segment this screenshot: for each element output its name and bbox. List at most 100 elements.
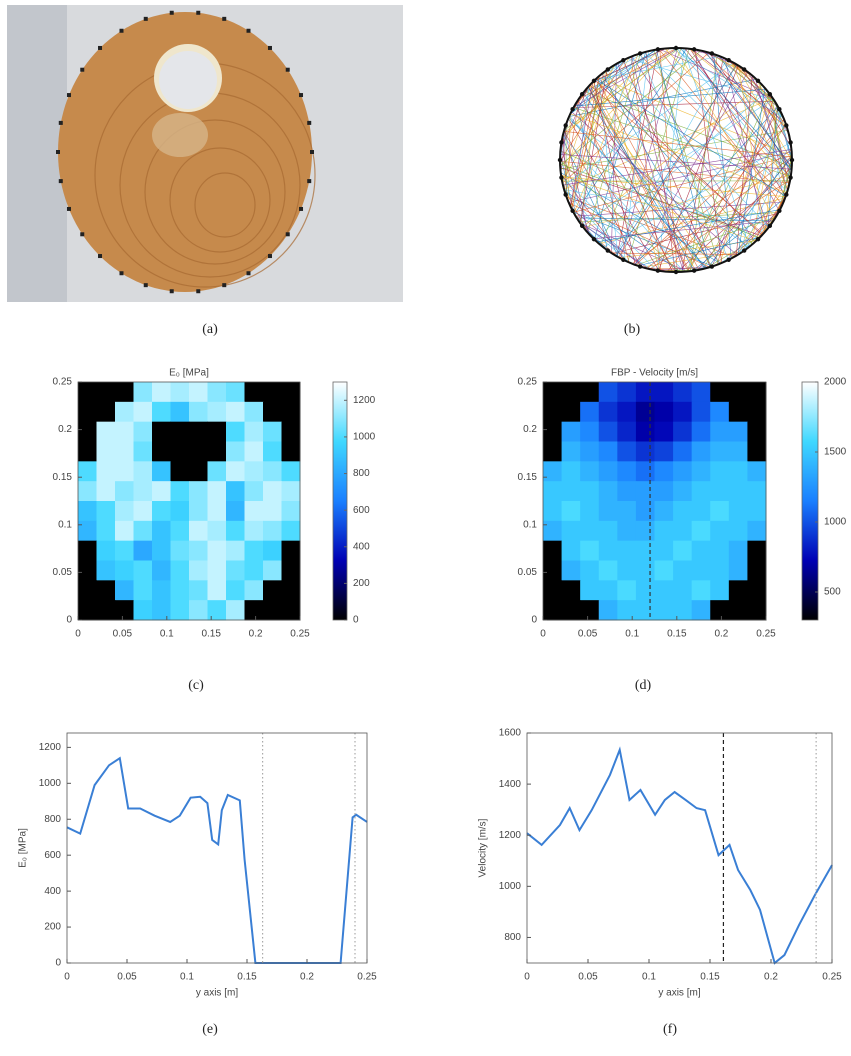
heatmap-cell (543, 521, 562, 541)
heatmap-cell (747, 501, 766, 521)
heatmap-cell (115, 461, 134, 481)
sensor (580, 224, 584, 228)
heatmap-cell (189, 521, 208, 541)
heatmap-cell (189, 461, 208, 481)
heatmap-cell (78, 481, 97, 501)
heatmap-cell (134, 541, 153, 561)
plot-area (67, 733, 367, 963)
heatmap-cell (673, 382, 692, 402)
heatmap-cell (263, 580, 282, 600)
heatmap-cell (263, 461, 282, 481)
heatmap-cell (655, 422, 674, 442)
x-tick-label: 0.25 (290, 629, 310, 640)
heatmap-cell (208, 481, 227, 501)
heatmap-cell (729, 561, 748, 581)
heatmap-cell (97, 461, 116, 481)
ray (676, 48, 775, 219)
heatmap-cell (692, 442, 711, 462)
heatmap-cell (580, 461, 599, 481)
heatmap-cell (226, 402, 245, 422)
heatmap-cell (208, 461, 227, 481)
ray (586, 90, 713, 267)
sensor (80, 68, 84, 72)
colorbar-tick-label: 1500 (824, 447, 847, 458)
heatmap-cell (599, 561, 618, 581)
heatmap-cell (282, 561, 301, 581)
heatmap-cell (710, 501, 729, 521)
x-axis-label: y axis [m] (196, 988, 238, 999)
heatmap-cell (263, 600, 282, 620)
colorbar-tick-label: 1000 (353, 432, 376, 443)
heatmap-cell (245, 422, 264, 442)
colorbar-tick-label: 2000 (824, 377, 847, 388)
heatmap-cell (655, 541, 674, 561)
y-tick-label: 0 (66, 615, 72, 626)
sensor (286, 232, 290, 236)
colorbar-tick-label: 400 (353, 541, 370, 552)
heatmap-cell (226, 382, 245, 402)
x-tick-label: 0.2 (764, 972, 778, 983)
y-tick-label: 0 (55, 958, 61, 969)
ray (560, 86, 588, 149)
x-tick-label: 0.1 (180, 972, 194, 983)
heatmap-cell (189, 501, 208, 521)
heatmap-cell (134, 481, 153, 501)
heatmap-cell (543, 461, 562, 481)
heatmap-cell (580, 541, 599, 561)
heatmap-cell (673, 481, 692, 501)
sensor (144, 283, 148, 287)
heatmap-cell (226, 541, 245, 561)
heatmap-cell (636, 382, 655, 402)
heatmap-cell (134, 442, 153, 462)
heatmap-cell (78, 580, 97, 600)
heatmap-cell (562, 600, 581, 620)
heatmap-cell (282, 521, 301, 541)
heatmap-cell (747, 561, 766, 581)
heatmap-cell (208, 580, 227, 600)
x-tick-label: 0.1 (160, 629, 174, 640)
heatmap-cell (747, 481, 766, 501)
x-tick-label: 0.2 (249, 629, 263, 640)
heatmap-cell (78, 422, 97, 442)
panel-label: (d) (635, 678, 652, 693)
heatmap-cell (263, 521, 282, 541)
x-tick-label: 0.25 (756, 629, 776, 640)
heatmap-cell (97, 600, 116, 620)
heatmap-cell (692, 422, 711, 442)
heatmap-cell (692, 501, 711, 521)
heatmap-cell (562, 501, 581, 521)
heatmap-cell (636, 600, 655, 620)
heatmap-cell (562, 382, 581, 402)
heatmap-cell (78, 501, 97, 521)
heatmap-cell (97, 501, 116, 521)
heatmap-cell (189, 561, 208, 581)
heatmap-cell (208, 600, 227, 620)
heatmap-cell (134, 521, 153, 541)
heatmap-cell (152, 382, 171, 402)
heatmap-cell (562, 422, 581, 442)
heatmap-cell (636, 521, 655, 541)
sensor (196, 289, 200, 293)
heatmap-cell (78, 402, 97, 422)
panel-label: (a) (202, 322, 218, 337)
heatmap-cell (97, 422, 116, 442)
heatmap-cell (710, 580, 729, 600)
heatmap-cell (97, 561, 116, 581)
x-tick-label: 0.05 (578, 972, 598, 983)
colorbar (333, 382, 347, 620)
heatmap-cell (282, 481, 301, 501)
y-tick-label: 1400 (499, 779, 522, 790)
heatmap-cell (710, 382, 729, 402)
sensor (268, 254, 272, 258)
heatmap-cell (282, 422, 301, 442)
heatmap-cell (692, 600, 711, 620)
heatmap-cell (543, 580, 562, 600)
sensor (606, 248, 610, 252)
heatmap-cell (115, 422, 134, 442)
x-tick-label: 0.1 (625, 629, 639, 640)
y-tick-label: 200 (44, 922, 61, 933)
heatmap-cell (171, 580, 190, 600)
heatmap-cell (171, 501, 190, 521)
sensor (59, 179, 63, 183)
x-tick-label: 0.15 (700, 972, 720, 983)
